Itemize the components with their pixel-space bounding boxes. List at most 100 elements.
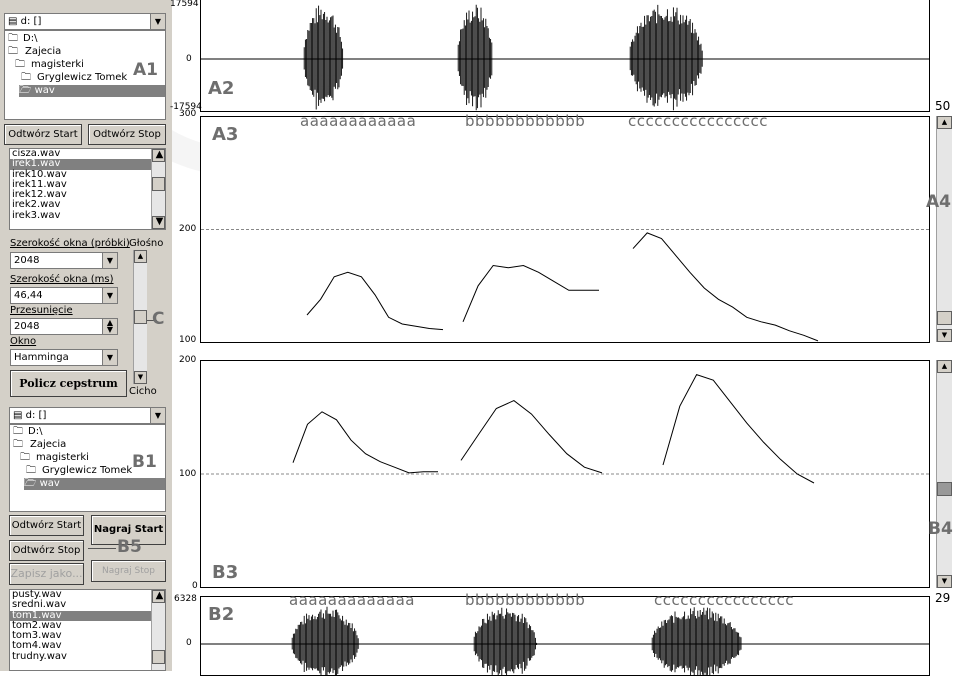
plot-b3 xyxy=(200,360,930,588)
chevron-down-icon[interactable]: ▼ xyxy=(102,253,117,268)
folder-tree-b[interactable]: 🗀 D:\ 🗀 Zajecia 🗀 magisterki 🗀 Gryglewic… xyxy=(9,424,166,512)
list-item[interactable]: irek2.wav xyxy=(12,199,61,211)
scroll-up-icon[interactable]: ▲ xyxy=(152,149,165,162)
file-list-a[interactable]: cisza.wav irek1.wav irek10.wav irek11.wa… xyxy=(9,148,166,230)
scroll-down-icon[interactable]: ▼ xyxy=(152,216,165,229)
folder-tree-a[interactable]: 🗀 D:\ 🗀 Zajecia 🗀 magisterki 🗀 Gryglewic… xyxy=(4,30,166,120)
scrollbar-b4[interactable]: ▲ ▼ xyxy=(936,360,952,588)
tree-item-magisterki[interactable]: magisterki xyxy=(31,59,84,70)
tag-a1: A1 xyxy=(133,60,158,80)
drive-select-b[interactable]: ▤ d: [] ▼ xyxy=(9,407,166,424)
chevron-down-icon[interactable]: ▼ xyxy=(150,408,165,423)
tree-item-gryglewicz[interactable]: Gryglewicz Tomek xyxy=(42,465,133,476)
waveform-a2 xyxy=(200,0,930,112)
plot-label-b3: B3 xyxy=(212,562,239,583)
list-item-selected[interactable]: tom1.wav xyxy=(10,610,165,621)
scroll-thumb[interactable] xyxy=(152,177,165,191)
folder-open-icon: 🗁 xyxy=(24,478,37,489)
scroll-thumb[interactable] xyxy=(152,650,165,664)
tag-c-line xyxy=(147,320,157,321)
folder-icon: 🗀 xyxy=(21,72,31,83)
waveform-burst-2 xyxy=(473,607,538,675)
tree-item-d[interactable]: D:\ xyxy=(23,33,38,44)
record-stop-button[interactable]: Nagraj Stop xyxy=(91,560,166,582)
chevron-down-icon[interactable]: ▼ xyxy=(102,350,117,365)
waveform-burst-3 xyxy=(629,4,703,111)
tree-item-wav[interactable]: 🗁 wav xyxy=(19,85,165,97)
play-start-button-a[interactable]: Odtwórz Start xyxy=(4,124,82,145)
drive-select-a[interactable]: ▤ d: [] ▼ xyxy=(4,13,166,30)
plot-a3-svg xyxy=(201,229,929,342)
play-stop-button-b[interactable]: Odtwórz Stop xyxy=(9,540,84,561)
b2-word-b: bbbbbbbbbbbb xyxy=(465,591,586,609)
folder-icon: 🗀 xyxy=(13,439,23,450)
play-stop-button-a[interactable]: Odtwórz Stop xyxy=(88,124,166,145)
waveform-burst-1 xyxy=(291,606,359,675)
scroll-down-icon[interactable]: ▼ xyxy=(937,575,952,588)
file-list-scrollbar[interactable]: ▲ xyxy=(151,590,165,670)
list-item[interactable]: irek12.wav xyxy=(12,189,67,201)
scroll-up-icon[interactable]: ▲ xyxy=(152,590,165,603)
chevron-down-icon[interactable]: ▼ xyxy=(150,14,165,29)
tree-item-d[interactable]: D:\ xyxy=(28,426,43,437)
file-list-b[interactable]: pusty.wav sredni.wav tom1.wav tom2.wav t… xyxy=(9,589,166,671)
chevron-down-icon[interactable]: ▼ xyxy=(102,288,117,303)
list-item[interactable]: sredni.wav xyxy=(12,599,67,611)
tag-b5-line xyxy=(88,548,116,549)
list-item[interactable]: irek3.wav xyxy=(12,209,61,221)
waveform-b2-svg xyxy=(201,606,929,675)
pitch-series-3 xyxy=(632,232,819,342)
waveform-burst-3 xyxy=(651,607,742,675)
scroll-thumb[interactable] xyxy=(937,482,952,496)
list-item[interactable]: irek11.wav xyxy=(12,178,67,190)
window-type-select[interactable]: Hamminga ▼ xyxy=(10,349,118,366)
window-samples-select[interactable]: 2048 ▼ xyxy=(10,252,118,269)
stepper-icon[interactable]: ▲ ▼ xyxy=(102,319,117,334)
scroll-down-icon[interactable]: ▼ xyxy=(134,371,147,384)
scroll-up-icon[interactable]: ▲ xyxy=(134,250,147,263)
scroll-down-icon[interactable]: ▼ xyxy=(937,329,952,342)
a3-word-c: cccccccccccccccc xyxy=(628,112,768,130)
tree-item-zajecia[interactable]: Zajecia xyxy=(30,439,67,450)
scroll-up-icon[interactable]: ▲ xyxy=(937,360,952,373)
list-item-selected[interactable]: irek1.wav xyxy=(10,158,165,170)
folder-icon: 🗀 xyxy=(8,46,18,57)
list-item[interactable]: cisza.wav xyxy=(12,148,61,159)
tree-item-gryglewicz[interactable]: Gryglewicz Tomek xyxy=(37,72,128,83)
scroll-thumb[interactable] xyxy=(937,311,952,325)
record-start-button[interactable]: Nagraj Start xyxy=(91,515,166,545)
tag-b5: B5 xyxy=(117,537,142,557)
waveform-a2-svg xyxy=(201,4,929,111)
file-list-scrollbar[interactable]: ▲ ▼ xyxy=(151,149,165,229)
drive-value: d: [] xyxy=(20,16,42,27)
list-item[interactable]: tom2.wav xyxy=(12,619,62,631)
scrollbar-a4[interactable]: ▲ ▼ xyxy=(936,116,952,342)
shift-stepper[interactable]: 2048 ▲ ▼ xyxy=(10,318,118,335)
pitch-series-2 xyxy=(462,264,599,322)
plot-label-b2: B2 xyxy=(208,604,235,625)
tag-c: C xyxy=(152,309,165,329)
save-as-button[interactable]: Zapisz jako... xyxy=(9,563,84,585)
volume-thumb[interactable] xyxy=(134,310,147,324)
a2-ymax: 17594 xyxy=(170,0,199,9)
tree-item-zajecia[interactable]: Zajecia xyxy=(25,46,62,57)
folder-icon: 🗀 xyxy=(20,452,30,463)
waveform-burst-1 xyxy=(303,5,344,110)
compute-cepstrum-button[interactable]: Policz cepstrum xyxy=(10,370,127,397)
list-item[interactable]: irek10.wav xyxy=(12,168,67,180)
plot-label-a2: A2 xyxy=(208,78,235,99)
window-samples-label: Szerokość okna (próbki) xyxy=(10,238,130,249)
play-start-button-b[interactable]: Odtwórz Start xyxy=(9,515,84,536)
volume-slider[interactable]: ▲ ▼ xyxy=(133,250,147,384)
tree-item-magisterki[interactable]: magisterki xyxy=(36,452,89,463)
a2-ymid: 0 xyxy=(186,54,192,64)
window-ms-select[interactable]: 46,44 ▼ xyxy=(10,287,118,304)
list-item[interactable]: tom4.wav xyxy=(12,640,62,652)
scroll-up-icon[interactable]: ▲ xyxy=(937,116,952,129)
tag-b1: B1 xyxy=(132,452,157,472)
b2-ymax: 6328 xyxy=(174,594,197,604)
list-item[interactable]: pusty.wav xyxy=(12,589,62,600)
tree-item-wav[interactable]: 🗁 wav xyxy=(24,478,165,490)
list-item[interactable]: trudny.wav xyxy=(12,650,67,662)
list-item[interactable]: tom3.wav xyxy=(12,630,62,642)
